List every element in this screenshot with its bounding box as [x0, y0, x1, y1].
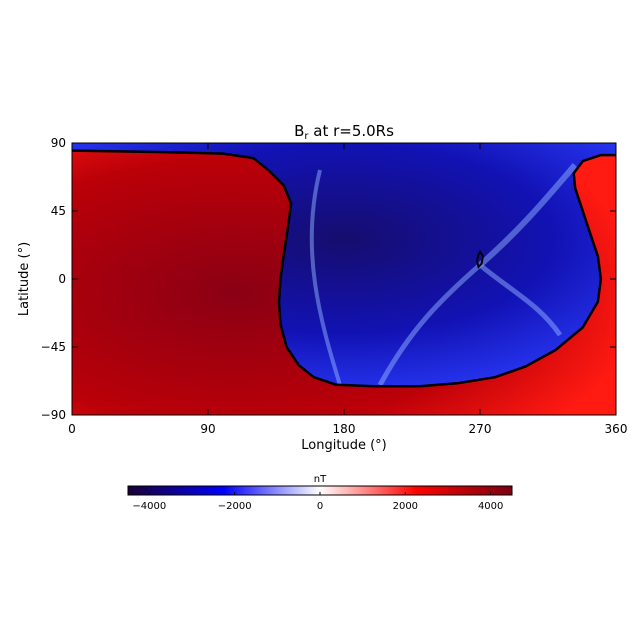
- x-tick-label: 0: [68, 422, 76, 436]
- x-tick-label: 270: [469, 422, 492, 436]
- x-tick-label: 90: [200, 422, 215, 436]
- ridge-line: [309, 169, 342, 386]
- colorbar-label: nT: [314, 474, 327, 485]
- negative-polarity-region: [72, 143, 616, 387]
- x-tick-label: 360: [605, 422, 628, 436]
- x-tick-label: 180: [333, 422, 356, 436]
- colorbar-tick-label: 0: [317, 501, 323, 512]
- x-axis: 0 90 180 270 360: [68, 143, 627, 436]
- ridge-line: [377, 263, 482, 387]
- colorbar-ticks: −4000 −2000 0 2000 4000: [132, 492, 503, 512]
- colorbar-tick-label: 4000: [478, 501, 503, 512]
- y-axis-label: Latitude (°): [17, 242, 32, 316]
- y-tick-label: −45: [41, 340, 66, 354]
- colorbar-tick-label: −4000: [132, 501, 166, 512]
- glow-bands: [309, 163, 578, 387]
- title-subscript: r: [304, 131, 309, 142]
- y-tick-label: −90: [41, 408, 66, 422]
- colorbar-tick-label: −2000: [218, 501, 252, 512]
- closed-contour: [475, 249, 485, 269]
- ridge-line: [478, 263, 563, 337]
- chart-title: Br at r=5.0Rs: [294, 122, 394, 142]
- polarity-inversion-line: [72, 149, 616, 388]
- plot-area: [72, 143, 616, 415]
- colorbar-tick-label: 2000: [393, 501, 418, 512]
- y-axis: 90 45 0 −45 −90: [41, 136, 616, 422]
- ridge-line: [478, 163, 578, 268]
- y-tick-label: 0: [58, 272, 66, 286]
- y-tick-label: 45: [51, 204, 66, 218]
- y-tick-label: 90: [51, 136, 66, 150]
- x-axis-label: Longitude (°): [301, 438, 386, 453]
